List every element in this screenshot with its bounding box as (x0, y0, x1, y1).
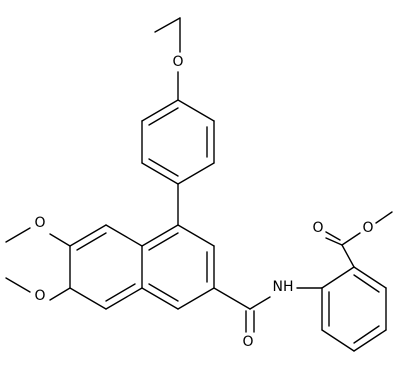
atom-labels: O O O NH O O O (34, 54, 373, 350)
bond (105, 287, 143, 310)
bond (177, 99, 215, 122)
bond (341, 232, 361, 246)
atom-label: O (312, 220, 323, 236)
atom-label: O (34, 215, 45, 231)
bond (141, 99, 179, 122)
bond (5, 277, 31, 293)
bond (154, 17, 181, 33)
bond (353, 274, 380, 293)
atom-label: O (362, 220, 373, 236)
bonds (5, 17, 393, 352)
bond (321, 329, 355, 352)
bond (49, 233, 71, 247)
bond (249, 296, 271, 310)
bond (177, 224, 215, 247)
bond (321, 266, 355, 289)
atom-label: NH (273, 279, 294, 295)
bond (325, 237, 343, 246)
bond (148, 158, 179, 177)
bond (375, 211, 393, 224)
bond (148, 283, 179, 302)
bond (76, 232, 107, 251)
atom-label: O (242, 334, 253, 350)
bond (353, 266, 387, 289)
bond (325, 231, 341, 241)
bond (49, 287, 71, 301)
bond (105, 283, 136, 302)
bond (341, 244, 355, 268)
atom-label: O (34, 288, 45, 304)
bond (105, 224, 143, 247)
bond (177, 287, 215, 310)
bond (141, 287, 179, 310)
bond (69, 224, 107, 247)
atom-label: O (172, 54, 183, 70)
bond (148, 107, 179, 126)
bond (141, 162, 179, 185)
bond (5, 227, 31, 243)
bond (213, 287, 251, 310)
bond (148, 232, 179, 251)
bond (353, 325, 380, 344)
bond (141, 224, 179, 247)
bond (353, 329, 387, 352)
bond (177, 162, 215, 185)
bond (69, 287, 107, 310)
